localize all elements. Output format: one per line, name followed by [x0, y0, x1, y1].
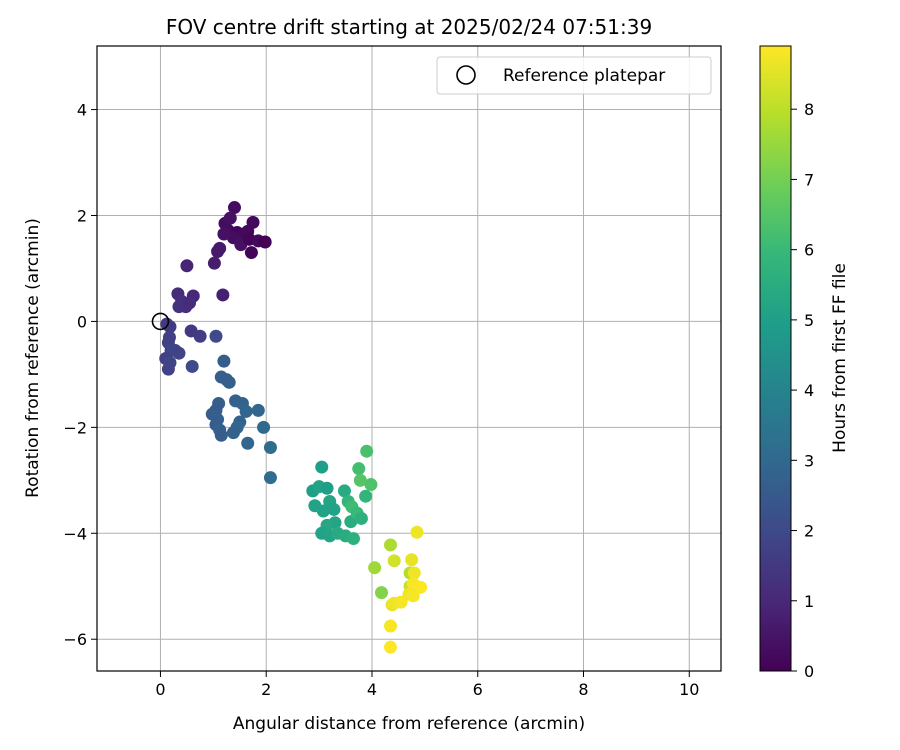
- colorbar-tick-label: 8: [804, 100, 814, 119]
- scatter-point: [359, 489, 373, 503]
- scatter-point: [405, 553, 419, 567]
- scatter-point: [414, 580, 428, 594]
- colorbar-tick-label: 6: [804, 241, 814, 260]
- scatter-point: [222, 375, 236, 389]
- scatter-point: [394, 595, 408, 609]
- scatter-point: [207, 256, 221, 270]
- colorbar-tick-label: 3: [804, 451, 814, 470]
- x-tick-label: 6: [473, 680, 483, 699]
- colorbar-label: Hours from first FF file: [830, 263, 850, 453]
- scatter-point: [226, 426, 240, 440]
- colorbar-tick-label: 5: [804, 311, 814, 330]
- scatter-point: [410, 525, 424, 539]
- scatter-point: [209, 329, 223, 343]
- y-tick-label: 4: [77, 101, 87, 120]
- scatter-point: [258, 235, 272, 249]
- colorbar-tick-label: 4: [804, 381, 814, 400]
- y-axis-ticks: −6 −4 −2 0 2 4: [63, 101, 97, 649]
- scatter-point: [244, 246, 258, 260]
- plot-frame: [96, 45, 722, 672]
- scatter-point: [327, 502, 341, 516]
- x-axis-label: Angular distance from reference (arcmin): [233, 714, 585, 734]
- scatter-point: [353, 473, 367, 487]
- y-tick-label: −4: [63, 524, 87, 543]
- scatter-point: [368, 561, 382, 575]
- scatter-point: [352, 462, 366, 476]
- scatter-point: [354, 511, 368, 525]
- chart-title: FOV centre drift starting at 2025/02/24 …: [166, 15, 652, 39]
- legend-entry: Reference platepar: [503, 66, 665, 86]
- y-tick-label: −2: [63, 418, 87, 437]
- scatter-point: [217, 227, 231, 241]
- y-axis-label: Rotation from reference (arcmin): [23, 218, 43, 498]
- scatter-point: [263, 471, 277, 485]
- scatter-point: [383, 619, 397, 633]
- scatter-point: [217, 354, 231, 368]
- scatter-point: [193, 329, 207, 343]
- scatter-point: [406, 589, 420, 603]
- scatter-point: [214, 428, 228, 442]
- scatter-point: [387, 554, 401, 568]
- scatter-point: [216, 288, 230, 302]
- x-tick-label: 0: [155, 680, 165, 699]
- x-tick-label: 8: [578, 680, 588, 699]
- scatter-point: [337, 484, 351, 498]
- scatter-point: [241, 436, 255, 450]
- legend: Reference platepar: [436, 56, 712, 95]
- colorbar-tick-label: 2: [804, 522, 814, 541]
- scatter-point: [383, 538, 397, 552]
- scatter-point: [263, 440, 277, 454]
- y-tick-label: −6: [63, 630, 87, 649]
- scatter-point: [180, 259, 194, 273]
- scatter-point: [227, 201, 241, 215]
- colorbar-tick-label: 1: [804, 592, 814, 611]
- scatter-point: [251, 403, 265, 417]
- scatter-point: [364, 478, 378, 492]
- x-tick-label: 2: [261, 680, 271, 699]
- y-tick-label: 2: [77, 206, 87, 225]
- scatter-point: [407, 566, 421, 580]
- scatter-point: [383, 640, 397, 654]
- legend-marker-icon: [456, 65, 476, 85]
- scatter-point: [316, 504, 330, 518]
- scatter-point: [160, 317, 174, 331]
- x-tick-label: 10: [679, 680, 699, 699]
- scatter-point: [172, 346, 186, 360]
- colorbar: [759, 45, 792, 672]
- scatter-point: [257, 420, 271, 434]
- grid: [97, 46, 721, 671]
- scatter-point: [239, 404, 253, 418]
- scatter-point: [360, 444, 374, 458]
- scatter-point: [320, 481, 334, 495]
- colorbar-tick-label: 7: [804, 170, 814, 189]
- scatter-point: [375, 586, 389, 600]
- scatter-points: [159, 201, 428, 654]
- y-tick-label: 0: [77, 312, 87, 331]
- scatter-point: [346, 532, 360, 546]
- colorbar-tick-label: 0: [804, 662, 814, 681]
- colorbar-ticks: 0 1 2 3 4 5 6 7 8: [791, 100, 814, 681]
- scatter-point: [223, 211, 237, 225]
- x-tick-label: 4: [367, 680, 377, 699]
- x-axis-ticks: 0 2 4 6 8 10: [155, 671, 699, 699]
- scatter-point: [315, 460, 329, 474]
- scatter-point: [161, 362, 175, 376]
- scatter-point: [211, 245, 225, 259]
- reference-point-marker: [151, 312, 170, 331]
- scatter-point: [183, 296, 197, 310]
- legend-box: [436, 56, 712, 95]
- scatter-point: [185, 359, 199, 373]
